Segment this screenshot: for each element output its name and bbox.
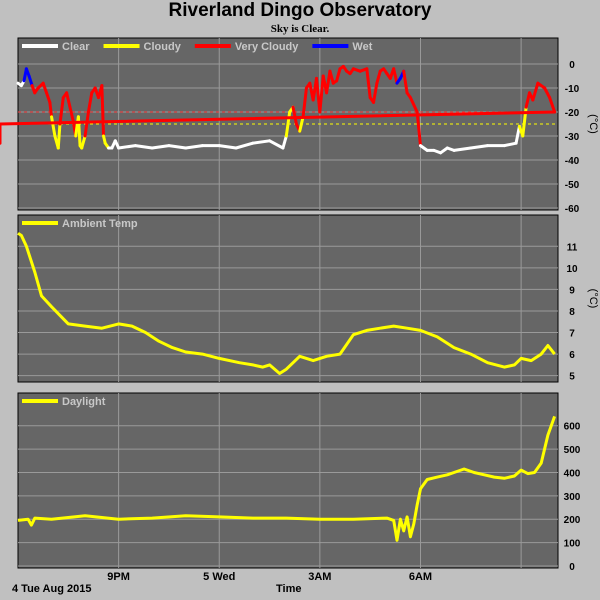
data-segment-sky [217,144,238,150]
data-segment-sky [150,144,171,150]
y-tick-label: 300 [564,492,581,503]
y-tick-label: -20 [565,108,580,119]
y-tick-label: 0 [569,562,575,573]
data-segment-sky [543,86,552,100]
data-segment-sky [68,105,75,124]
x-tick-label: 3AM [308,571,331,583]
data-segment-sky [328,69,335,85]
data-segment-sky [100,84,106,138]
y-tick-label: 8 [569,307,575,318]
data-segment-sky [392,67,399,85]
data-segment-sky [531,81,540,102]
data-segment-sky [335,67,342,83]
y-tick-label: 200 [564,515,581,526]
sky-status-subtitle: Sky is Clear. [270,23,330,35]
data-segment-sky [234,141,255,150]
data-segment-sky [41,81,49,95]
data-segment-sky [0,110,557,126]
legend-label: Ambient Temp [62,218,138,230]
data-segment-sky [117,144,137,150]
x-axis-label: Time [276,583,302,595]
data-segment-sky [365,67,372,100]
y-tick-label: -30 [565,132,580,143]
data-segment-sky [45,91,52,104]
data-segment-sky [167,144,188,150]
data-segment-sky [48,100,54,119]
data-segment-sky [27,74,34,88]
data-segment-sky [251,139,272,145]
data-segment-sky [58,96,65,126]
data-segment-sky [402,69,409,95]
y-tick-label: 600 [564,422,581,433]
data-segment-sky [415,110,422,148]
data-segment-sky [452,146,473,152]
data-segment-sky [318,74,325,114]
y-tick-label: 0 [569,60,575,71]
data-segment-sky [65,91,72,109]
y-tick-label: -40 [565,156,580,167]
data-segment-sky [284,110,292,138]
legend-label: Cloudy [144,41,182,53]
y-tick-label: 400 [564,468,581,479]
legend-label: Very Cloudy [235,41,299,53]
data-segment-sky [469,144,490,150]
data-segment-sky [184,144,204,150]
y-tick-label: -50 [565,180,580,191]
y-axis-unit: (°C) [587,289,599,309]
y-axis-unit: (°C) [587,114,599,134]
data-segment-sky [80,134,87,150]
data-segment-sky [502,141,518,148]
y-tick-label: 500 [564,445,581,456]
data-segment-sky [133,144,154,150]
series-line-daylight [17,415,557,542]
y-tick-label: 6 [569,350,575,361]
legend-label: Clear [62,41,90,53]
panel-daylight [17,392,559,569]
data-segment-sky [268,139,285,150]
data-segment-sky [281,134,288,150]
data-segment-sky [548,96,557,114]
data-segment-sky [298,115,305,133]
chart-title: Riverland Dingo Observatory [168,0,432,21]
data-segment-sky [325,69,332,95]
x-tick-label: 5 Wed [203,571,235,583]
x-tick-label: 6AM [409,571,432,583]
data-segment-sky [372,81,379,104]
y-tick-label: 100 [564,539,581,550]
data-segment-sky [50,115,57,138]
data-segment-sky [291,105,298,126]
y-tick-label: 7 [569,329,575,340]
data-segment-sky [83,110,90,138]
data-segment-sky [301,86,308,119]
data-segment-sky [56,122,62,150]
data-segment-sky [375,69,382,85]
x-tick-label: 9PM [107,571,130,583]
legend-label: Wet [352,41,372,53]
y-tick-label: 9 [569,285,575,296]
y-tick-label: 10 [566,264,578,275]
y-tick-label: -10 [565,84,580,95]
data-segment-sky [86,91,94,114]
series-line-ambient [17,232,556,375]
data-segment-sky [408,96,419,114]
legend-label: Daylight [62,396,106,408]
start-date-label: 4 Tue Aug 2015 [12,583,92,595]
data-segment-sky [524,91,531,109]
y-tick-label: -60 [565,204,580,215]
y-tick-label: 11 [567,242,578,253]
y-tick-label: 5 [569,372,575,383]
